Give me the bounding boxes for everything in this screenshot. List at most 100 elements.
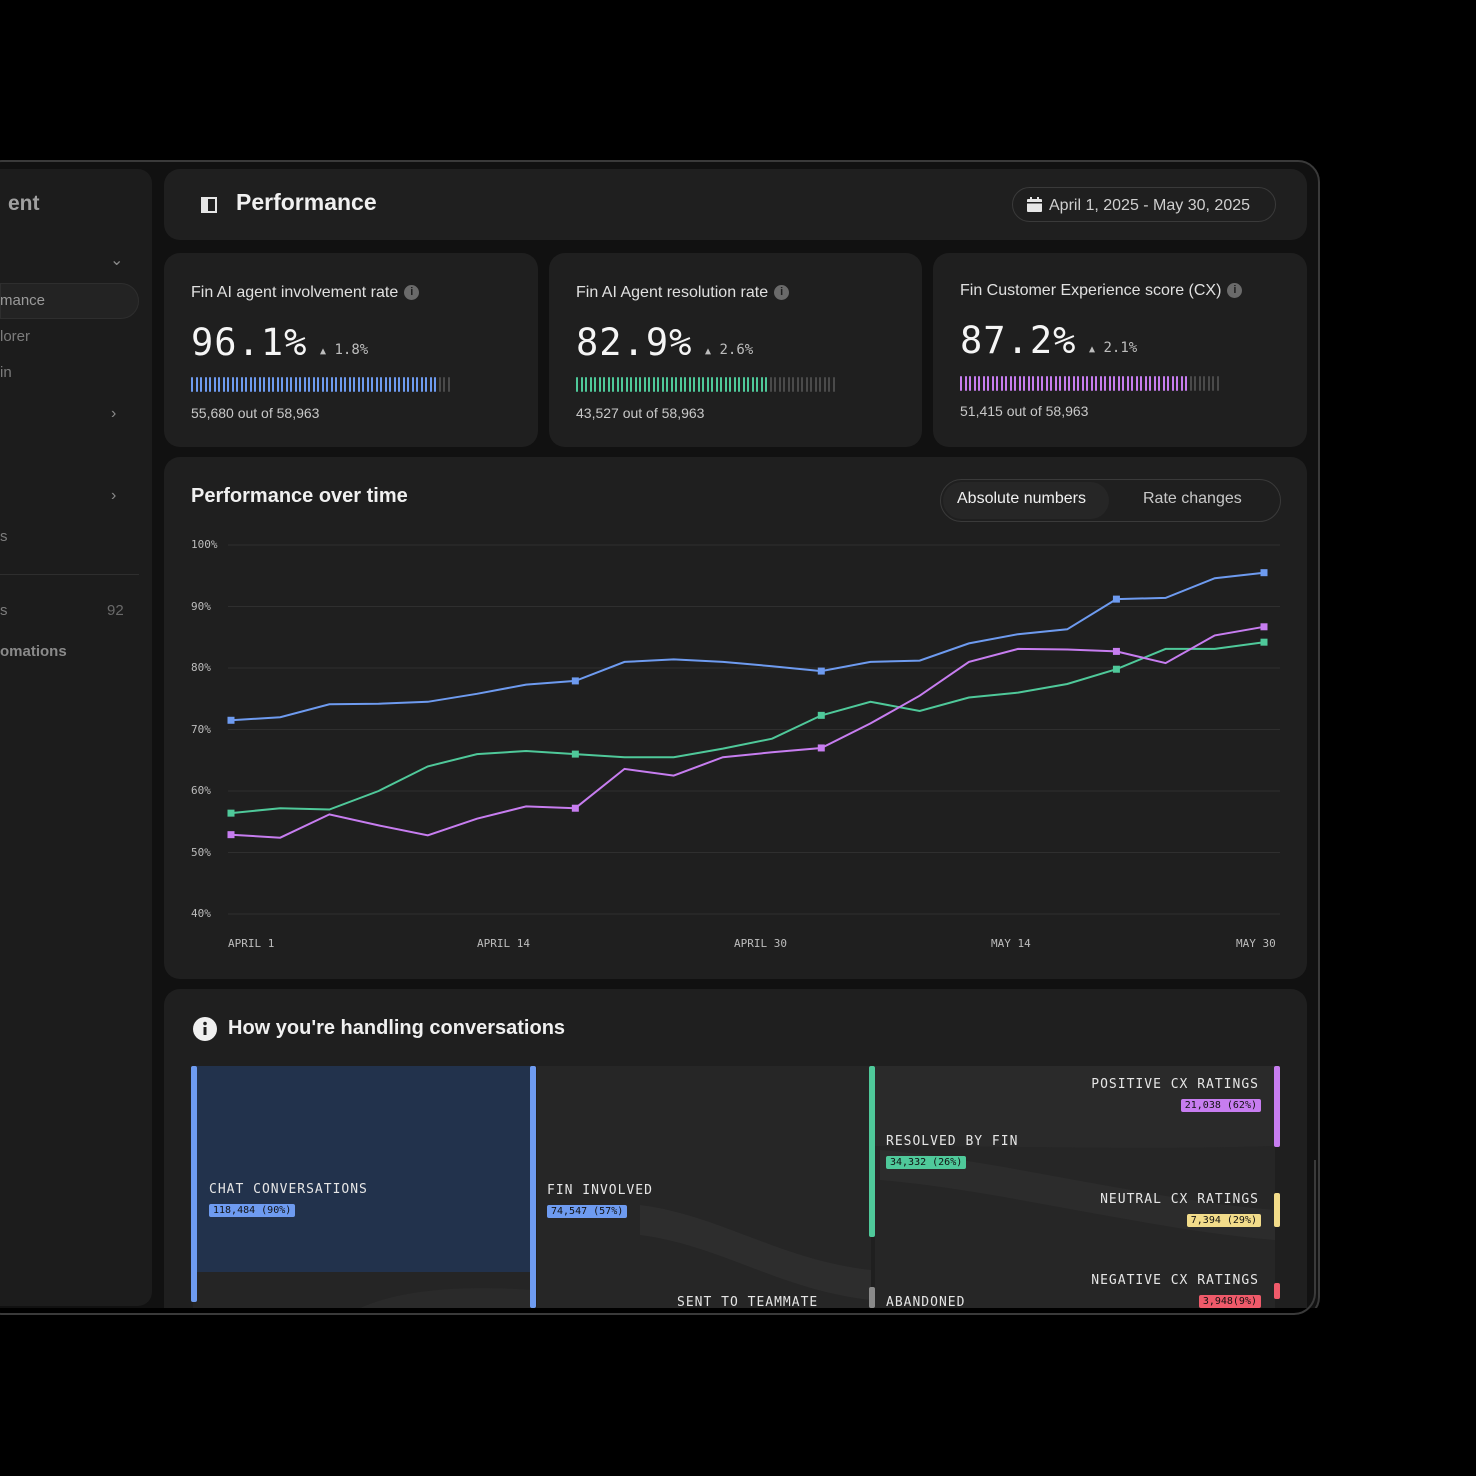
progress-tick: [1140, 376, 1142, 391]
progress-tick: [607, 377, 610, 392]
chart-title: Performance over time: [191, 485, 408, 507]
progress-tick: [209, 377, 211, 392]
sidebar-item-automations[interactable]: omations: [0, 643, 67, 660]
progress-tick: [756, 377, 758, 392]
progress-tick: [648, 377, 650, 392]
series-point[interactable]: [571, 750, 579, 758]
progress-tick: [670, 377, 673, 392]
progress-tick: [1072, 376, 1075, 391]
flow-chat-lower: [360, 1288, 533, 1308]
progress-tick: [991, 376, 994, 391]
series-point[interactable]: [571, 804, 579, 812]
chevron-right-icon[interactable]: ›: [111, 487, 117, 504]
node-bar-positive: [1274, 1066, 1280, 1147]
series-point[interactable]: [1260, 623, 1268, 631]
page-title: Performance: [236, 189, 377, 215]
progress-tick: [688, 377, 691, 392]
progress-tick: [1167, 376, 1169, 391]
chevron-right-icon[interactable]: ›: [111, 405, 117, 422]
progress-tick: [438, 377, 441, 392]
metric-title: Fin AI Agent resolution rate i: [576, 284, 790, 302]
flow-neutral: [880, 1150, 1275, 1240]
series-line: [230, 571, 1265, 722]
series-point[interactable]: [227, 831, 235, 839]
progress-tick: [362, 377, 364, 392]
progress-tick: [326, 377, 328, 392]
header-bar: [164, 169, 1307, 240]
progress-tick: [630, 377, 632, 392]
series-point[interactable]: [1112, 665, 1120, 673]
date-range-picker[interactable]: April 1, 2025 - May 30, 2025: [1012, 187, 1276, 222]
progress-tick: [661, 377, 664, 392]
sidebar-toggle-icon[interactable]: [201, 197, 217, 213]
sidebar-item-conversations[interactable]: s: [0, 602, 8, 619]
series-point[interactable]: [1112, 595, 1120, 603]
x-tick-label: MAY 30: [1236, 937, 1276, 950]
metric-value: 82.9%: [576, 321, 693, 364]
progress-tick: [805, 377, 808, 392]
series-point[interactable]: [817, 711, 825, 719]
series-point[interactable]: [571, 677, 579, 685]
series-point[interactable]: [817, 667, 825, 675]
series-point[interactable]: [817, 744, 825, 752]
progress-tick: [1176, 376, 1178, 391]
progress-tick: [621, 377, 623, 392]
progress-tick: [996, 376, 998, 391]
series-point[interactable]: [1260, 569, 1268, 577]
progress-tick: [832, 377, 835, 392]
progress-tick: [711, 377, 713, 392]
metric-title: Fin Customer Experience score (CX) i: [960, 282, 1243, 300]
metric-subtext: 51,415 out of 58,963: [960, 403, 1089, 419]
progress-tick: [792, 377, 794, 392]
progress-tick: [1104, 376, 1106, 391]
progress-tick: [796, 377, 799, 392]
progress-tick: [1207, 376, 1210, 391]
progress-tick: [760, 377, 763, 392]
arrow-up-icon: ▲: [705, 346, 712, 357]
metric-card-resolution: [549, 253, 922, 447]
progress-tick: [299, 377, 301, 392]
progress-tick: [407, 377, 409, 392]
progress-tick: [398, 377, 400, 392]
sidebar-item-settings[interactable]: s: [0, 528, 8, 545]
toggle-rate-changes[interactable]: Rate changes: [1143, 490, 1242, 507]
series-point[interactable]: [1112, 647, 1120, 655]
info-icon[interactable]: i: [774, 285, 790, 301]
info-icon[interactable]: i: [1227, 283, 1243, 299]
progress-tick: [580, 377, 583, 392]
sidebar-item-active-bg[interactable]: [0, 283, 139, 319]
progress-tick: [819, 377, 821, 392]
progress-tick: [1018, 376, 1021, 391]
progress-tick: [657, 377, 659, 392]
series-point[interactable]: [227, 809, 235, 817]
sidebar-item-explorer[interactable]: lorer: [0, 328, 31, 345]
calendar-icon: [1027, 197, 1042, 212]
progress-tick: [425, 377, 427, 392]
progress-tick: [1153, 376, 1156, 391]
chevron-down-icon[interactable]: ⌄: [110, 252, 124, 269]
progress-tick: [420, 377, 423, 392]
progress-tick: [416, 377, 418, 392]
sidebar-item-in[interactable]: in: [0, 364, 12, 381]
toggle-absolute-numbers[interactable]: Absolute numbers: [957, 490, 1086, 507]
node-label: POSITIVE CX RATINGS: [1091, 1077, 1259, 1092]
progress-tick: [1045, 376, 1048, 391]
series-point[interactable]: [227, 716, 235, 724]
metric-subtext: 43,527 out of 58,963: [576, 405, 705, 421]
series-point[interactable]: [1260, 638, 1268, 646]
sidebar-item-performance[interactable]: mance: [0, 292, 46, 309]
progress-tick: [375, 377, 378, 392]
info-icon[interactable]: i: [404, 285, 420, 301]
metric-card-involvement: [164, 253, 538, 447]
node-badge: 7,394 (29%): [1186, 1214, 1261, 1227]
sidebar-title: ent: [8, 192, 40, 215]
progress-tick: [612, 377, 614, 392]
y-tick-label: 70%: [191, 722, 211, 736]
progress-tick: [1108, 376, 1111, 391]
progress-tick: [1050, 376, 1052, 391]
progress-tick: [715, 377, 718, 392]
progress-tick: [783, 377, 785, 392]
progress-tick: [213, 377, 216, 392]
progress-tick: [294, 377, 297, 392]
progress-tick: [447, 377, 450, 392]
